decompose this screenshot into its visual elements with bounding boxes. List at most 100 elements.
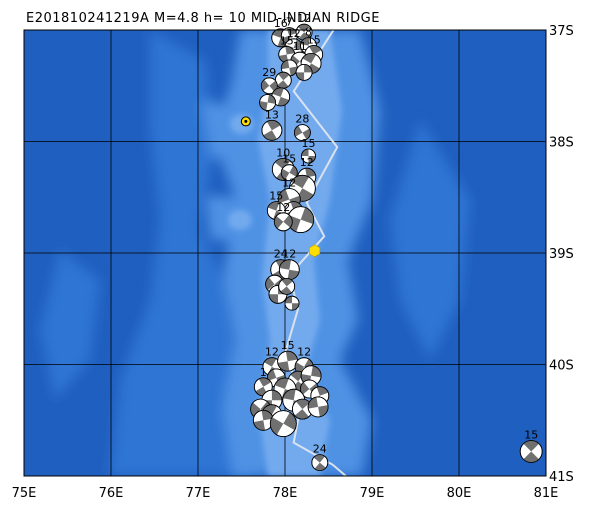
compression-quadrant bbox=[295, 399, 311, 410]
compression-quadrant bbox=[270, 417, 284, 435]
compression-quadrant bbox=[304, 64, 313, 73]
depth-label: 15 bbox=[302, 137, 316, 150]
longitude-tick-labels: 75E 76E 77E 78E 79E 80E 81E bbox=[12, 486, 559, 501]
compression-quadrant bbox=[318, 405, 329, 417]
beachball-outline bbox=[301, 148, 316, 164]
compression-quadrant bbox=[281, 60, 290, 70]
depth-label: 1 bbox=[260, 366, 267, 379]
compression-quadrant bbox=[281, 278, 293, 287]
depth-label: 24 bbox=[313, 443, 327, 456]
focal-mechanism bbox=[252, 409, 274, 431]
compression-quadrant bbox=[258, 377, 272, 387]
compression-quadrant bbox=[280, 286, 292, 295]
compression-quadrant bbox=[287, 269, 300, 280]
compression-quadrant bbox=[283, 214, 293, 228]
focal-mechanism bbox=[284, 295, 300, 311]
compression-quadrant bbox=[289, 165, 298, 177]
compression-quadrant bbox=[277, 361, 290, 372]
compression-quadrant bbox=[263, 130, 277, 141]
compression-quadrant bbox=[271, 390, 282, 401]
compression-quadrant bbox=[297, 24, 310, 33]
focal-mechanism: 29 bbox=[260, 66, 278, 95]
beachball-quadrants bbox=[285, 296, 299, 311]
depth-label: 15 bbox=[307, 34, 321, 47]
beachball-outline bbox=[278, 277, 296, 295]
depth-label: 12 bbox=[297, 346, 311, 359]
lon-tick-label: 79E bbox=[360, 486, 385, 501]
depth-label: 16 bbox=[274, 17, 288, 30]
depth-label: 12 bbox=[297, 12, 311, 25]
beachball-quadrants bbox=[313, 454, 326, 471]
focal-mechanism bbox=[280, 59, 298, 77]
beachball-outline bbox=[259, 94, 277, 111]
beachball-quadrants bbox=[294, 125, 311, 140]
depth-label: 15 bbox=[269, 190, 283, 203]
lon-tick-label: 75E bbox=[12, 486, 37, 501]
compression-quadrant bbox=[266, 120, 281, 131]
compression-quadrant bbox=[264, 357, 277, 367]
beachball-quadrants bbox=[270, 412, 297, 435]
compression-quadrant bbox=[309, 45, 322, 55]
compression-quadrant bbox=[285, 46, 295, 55]
depth-label: 12 bbox=[300, 156, 314, 169]
depth-label: 12 bbox=[265, 346, 279, 359]
focal-mechanism: 24 bbox=[311, 443, 329, 472]
focal-mechanism bbox=[278, 277, 296, 295]
focal-mechanism bbox=[259, 94, 277, 111]
focal-mechanism bbox=[295, 64, 313, 81]
lon-tick-label: 76E bbox=[99, 486, 124, 501]
compression-quadrant bbox=[313, 454, 325, 463]
focal-mechanism: 12 bbox=[278, 248, 300, 281]
lat-tick-label: 39S bbox=[549, 247, 574, 262]
map-title: E201810241219A M=4.8 h= 10 MID-INDIAN RI… bbox=[26, 11, 380, 26]
compression-quadrant bbox=[311, 365, 322, 378]
depth-label: 8 bbox=[305, 26, 312, 39]
beachball-quadrants bbox=[261, 79, 278, 92]
beachball-quadrants bbox=[274, 214, 293, 229]
beachball-outline bbox=[311, 454, 329, 472]
depth-label: 15 bbox=[524, 429, 538, 442]
beachball-outline bbox=[261, 119, 283, 141]
depth-label: 12 bbox=[276, 201, 290, 214]
depth-label: 12 bbox=[282, 248, 296, 261]
compression-quadrant bbox=[261, 79, 270, 91]
lat-tick-label: 37S bbox=[549, 24, 574, 39]
beachball-quadrants bbox=[308, 397, 329, 417]
beachball-quadrants bbox=[296, 64, 313, 81]
lon-tick-label: 78E bbox=[273, 486, 298, 501]
focal-mechanism: 15 bbox=[301, 137, 316, 164]
beachball-quadrants bbox=[259, 94, 276, 111]
event-markers bbox=[240, 116, 321, 258]
compression-quadrant bbox=[250, 402, 261, 417]
focal-mechanism: 15 bbox=[277, 339, 299, 372]
focal-mechanism bbox=[269, 410, 297, 438]
lon-tick-label: 80E bbox=[447, 486, 472, 501]
focal-mechanism: 28 bbox=[293, 113, 311, 142]
beachball-quadrants bbox=[523, 440, 539, 463]
compression-quadrant bbox=[300, 382, 310, 395]
compression-quadrant bbox=[294, 125, 303, 137]
main-event-hexagon bbox=[309, 244, 321, 258]
compression-quadrant bbox=[269, 294, 278, 304]
compression-quadrant bbox=[277, 80, 289, 89]
beachball-quadrants bbox=[281, 60, 298, 76]
depth-label: 15 bbox=[280, 35, 294, 48]
depth-label: 13 bbox=[265, 108, 279, 121]
compression-quadrant bbox=[301, 149, 309, 156]
depth-label: 10 bbox=[276, 146, 290, 159]
compression-quadrant bbox=[285, 351, 298, 362]
beachball-quadrants bbox=[294, 399, 311, 420]
beachball-quadrants bbox=[280, 278, 293, 295]
depth-label: 12 bbox=[282, 177, 296, 190]
beachball-quadrants bbox=[277, 351, 298, 372]
lon-tick-label: 77E bbox=[186, 486, 211, 501]
lon-tick-label: 81E bbox=[534, 486, 559, 501]
beachball-quadrants bbox=[279, 259, 300, 280]
beachball-outline bbox=[519, 440, 543, 463]
compression-quadrant bbox=[523, 440, 539, 452]
volcano-marker-center bbox=[244, 119, 248, 123]
beachball-outline bbox=[280, 164, 298, 182]
beachball-outline bbox=[307, 396, 329, 418]
